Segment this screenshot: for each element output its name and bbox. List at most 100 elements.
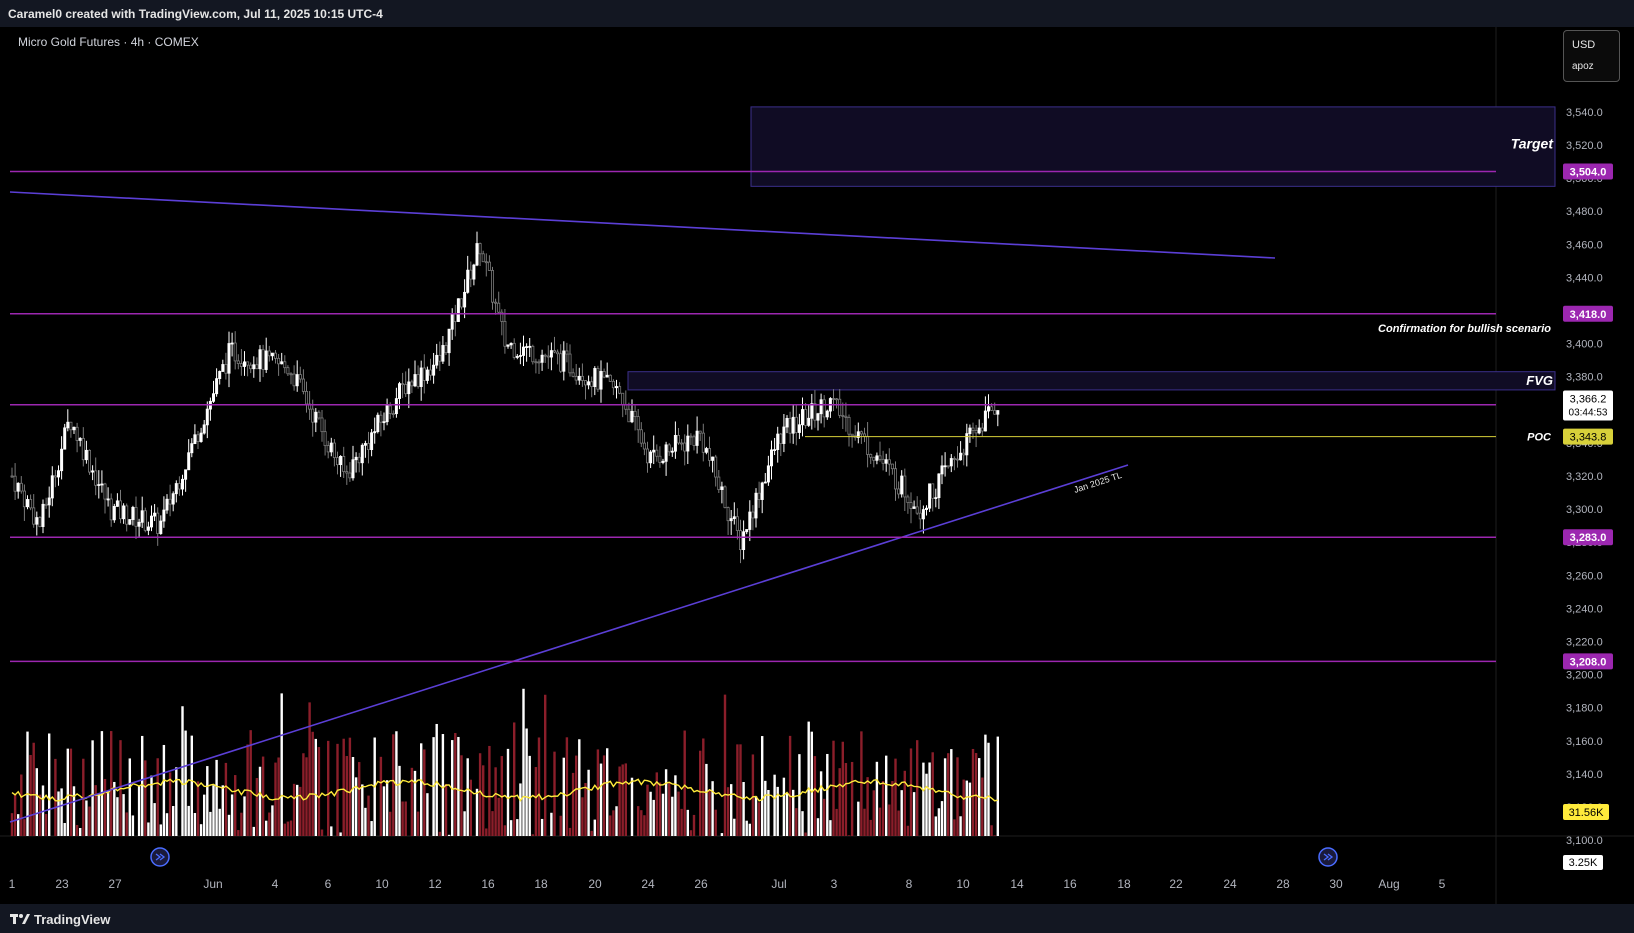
candle-body xyxy=(872,456,876,461)
x-tick-label: 18 xyxy=(1117,877,1131,891)
candle-body xyxy=(925,507,929,510)
candle-body xyxy=(869,454,873,458)
volume-bar xyxy=(934,816,937,836)
x-tick-label: 28 xyxy=(1276,877,1290,891)
volume-bar xyxy=(330,826,333,836)
x-tick-label: 8 xyxy=(906,877,913,891)
volume-bar xyxy=(69,748,73,836)
volume-bar xyxy=(404,801,407,836)
candle-body xyxy=(249,364,253,370)
candle-body xyxy=(119,500,123,520)
currency-selector[interactable]: USD apoz xyxy=(1563,30,1620,82)
candle-body xyxy=(987,406,991,412)
candle-body xyxy=(187,452,191,471)
candle-body xyxy=(153,512,157,517)
volume-bar xyxy=(237,830,240,836)
volume-bar xyxy=(596,749,600,836)
y-tick-label: 3,140.0 xyxy=(1566,769,1603,781)
volume-bar xyxy=(844,763,848,836)
volume-bar xyxy=(773,774,776,836)
volume-bar xyxy=(389,811,392,836)
candle-body xyxy=(506,344,510,347)
volume-bar xyxy=(537,737,541,836)
volume-bar xyxy=(730,784,733,836)
volume-bars xyxy=(10,688,999,836)
candle-body xyxy=(714,456,718,478)
candle-body xyxy=(642,442,646,450)
candle-body xyxy=(469,269,473,280)
volume-last-label: 3.25K xyxy=(1569,857,1598,869)
volume-bar xyxy=(993,835,996,836)
candle-body xyxy=(435,354,439,366)
volume-bar xyxy=(91,740,94,836)
candle-body xyxy=(850,433,854,437)
volume-bar xyxy=(565,737,569,836)
candle-body xyxy=(44,503,48,506)
candle-body xyxy=(804,409,808,426)
candle-body xyxy=(298,374,302,380)
candle-body xyxy=(60,448,64,472)
volume-bar xyxy=(816,818,820,836)
volume-bar xyxy=(739,744,742,836)
volume-bar xyxy=(850,761,854,836)
level-label-bg xyxy=(1563,163,1613,180)
candle-body xyxy=(692,436,696,446)
candle-body xyxy=(912,506,916,509)
symbol-legend[interactable]: Micro Gold Futures · 4h · COMEX xyxy=(18,35,199,49)
volume-bar xyxy=(829,820,832,836)
volume-bar xyxy=(528,755,531,836)
y-tick-label: 3,260.0 xyxy=(1566,570,1603,582)
volume-bar xyxy=(370,821,373,836)
candle-body xyxy=(475,243,479,266)
volume-bar xyxy=(296,784,299,836)
volume-bar xyxy=(959,816,962,836)
volume-bar xyxy=(866,777,869,836)
volume-bar xyxy=(655,772,658,836)
y-tick-label: 3,100.0 xyxy=(1566,835,1603,847)
volume-bar xyxy=(209,811,212,836)
volume-bar xyxy=(891,781,894,836)
candle-body xyxy=(698,430,702,434)
volume-bar xyxy=(711,781,714,836)
volume-bar xyxy=(305,757,308,836)
candle-body xyxy=(630,410,634,423)
volume-bar xyxy=(206,766,209,836)
candle-body xyxy=(211,393,215,402)
volume-bar xyxy=(968,782,972,836)
volume-bar xyxy=(857,801,860,836)
volume-bar xyxy=(624,763,627,836)
volume-bar xyxy=(947,753,950,836)
volume-bar xyxy=(367,795,370,836)
volume-bar xyxy=(482,765,485,836)
candle-body xyxy=(931,483,935,499)
volume-bar xyxy=(17,814,20,836)
volume-bar xyxy=(159,824,162,836)
candle-body xyxy=(779,433,783,444)
candle-body xyxy=(726,507,730,522)
volume-bar xyxy=(165,813,169,836)
candle-body xyxy=(236,360,240,364)
candle-body xyxy=(590,381,594,387)
volume-bar xyxy=(606,748,609,836)
candle-body xyxy=(937,473,941,499)
candle-body xyxy=(875,455,879,461)
candle-body xyxy=(546,355,550,358)
y-tick-label: 3,300.0 xyxy=(1566,504,1603,516)
y-tick-label: 3,480.0 xyxy=(1566,206,1603,218)
candle-body xyxy=(394,398,398,415)
candle-body xyxy=(810,403,814,419)
volume-bar xyxy=(971,748,975,836)
candle-body xyxy=(816,413,820,421)
volume-bar xyxy=(996,736,999,836)
volume-bar xyxy=(788,735,792,836)
candle-body xyxy=(233,342,237,362)
level-label: 3,504.0 xyxy=(1570,166,1607,178)
volume-bar xyxy=(950,749,953,836)
volume-bar xyxy=(351,757,355,836)
volume-bar xyxy=(897,810,900,836)
volume-bar xyxy=(382,786,386,836)
volume-bar xyxy=(767,789,770,836)
volume-bar xyxy=(85,800,88,836)
x-tick-label: 30 xyxy=(1329,877,1343,891)
